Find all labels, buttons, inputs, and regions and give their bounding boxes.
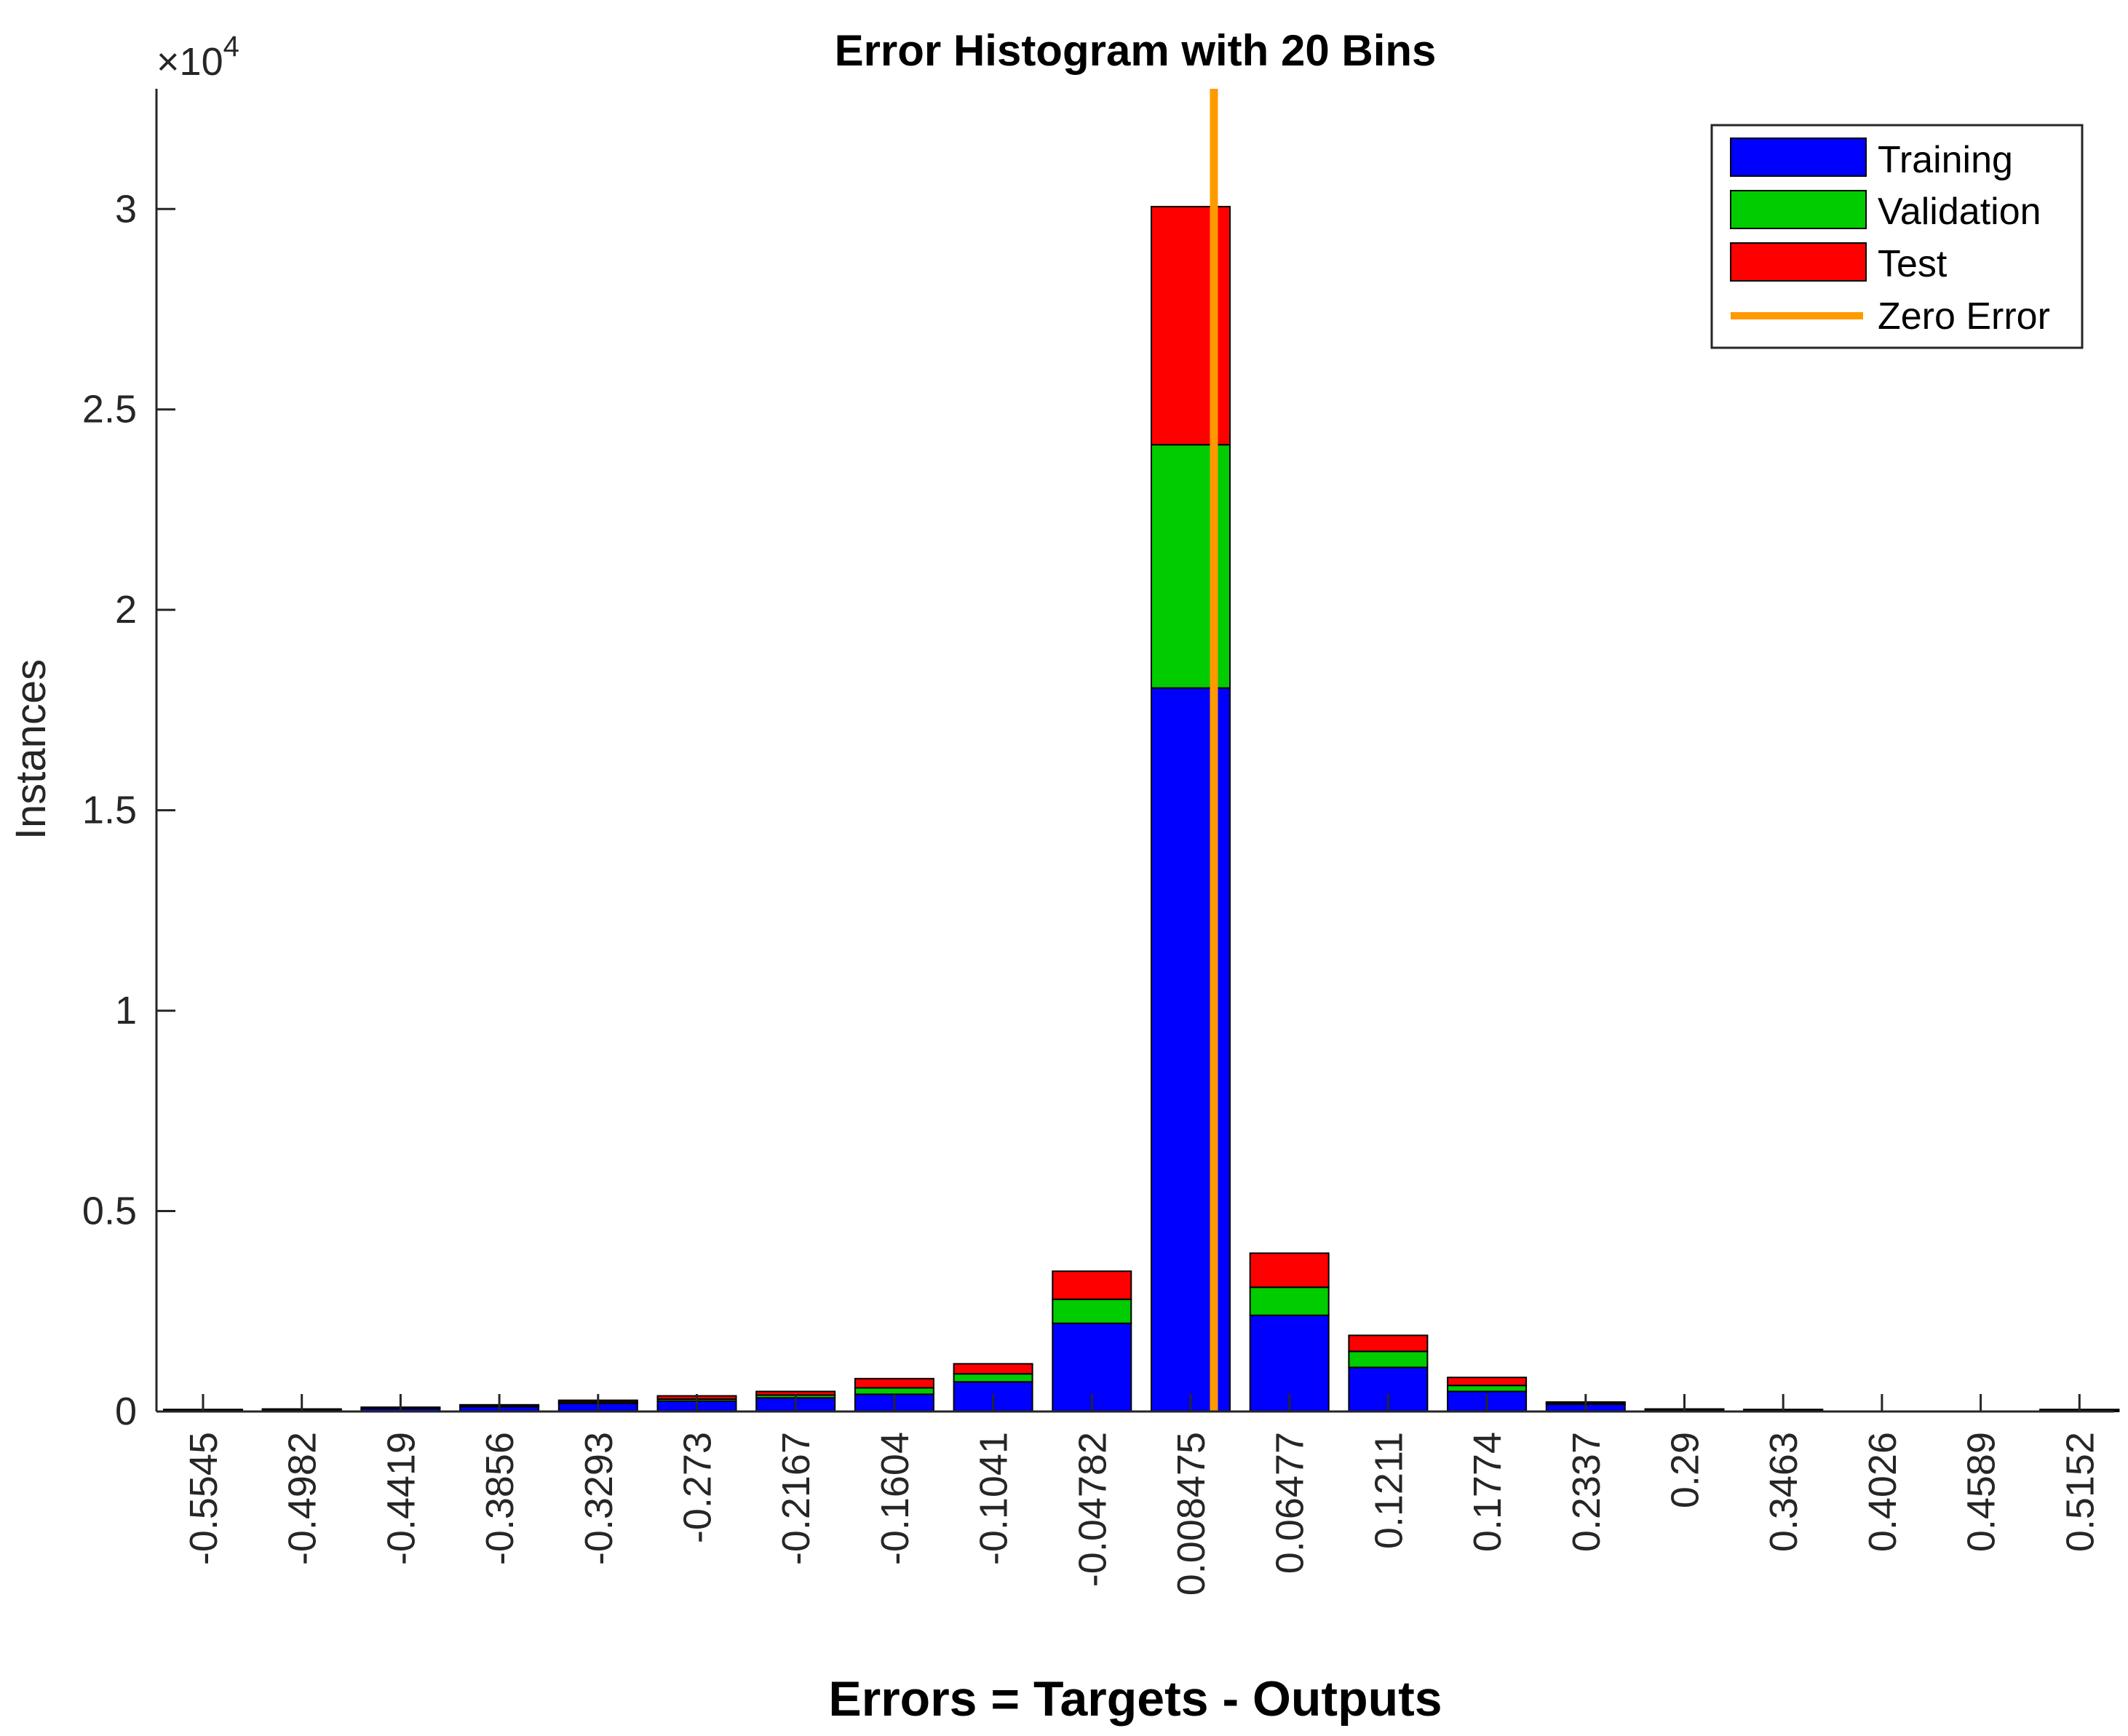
legend: Training Validation Test Zero Error <box>1710 124 2084 349</box>
x-tick-label-19: 0.5152 <box>2058 1432 2102 1552</box>
y-tick-label-3: 1.5 <box>82 789 137 832</box>
x-axis-ticks: -0.5545 -0.4982 -0.4419 -0.3856 -0.3293 -0.27… <box>182 1394 2102 1596</box>
x-tick-label-2: -0.4419 <box>379 1432 423 1565</box>
x-tick-label-8: -0.1041 <box>972 1432 1016 1565</box>
x-tick-label-10: 0.008475 <box>1170 1432 1213 1596</box>
x-tick-label-3: -0.3856 <box>478 1432 522 1565</box>
x-tick-label-17: 0.4026 <box>1861 1432 1905 1552</box>
bar-test-7 <box>854 1377 934 1389</box>
y-tick-label-0: 0 <box>115 1390 137 1433</box>
legend-label-validation: Validation <box>1878 191 2041 233</box>
legend-label-zero-error: Zero Error <box>1878 295 2050 338</box>
bar-training-10 <box>1151 687 1231 1412</box>
y-exponent-power: 4 <box>223 31 239 63</box>
x-tick-label-16: 0.3463 <box>1762 1432 1806 1552</box>
x-tick-label-0: -0.5545 <box>182 1432 226 1565</box>
bar-validation-7 <box>854 1387 934 1395</box>
bar-test-12 <box>1348 1334 1429 1353</box>
y-tick-label-4: 2 <box>115 588 137 632</box>
bar-validation-11 <box>1249 1286 1330 1316</box>
bar-test-11 <box>1249 1252 1330 1289</box>
axes <box>155 89 2114 1413</box>
x-tick-label-12: 0.1211 <box>1367 1432 1410 1549</box>
y-axis-ticks: 0 0.5 1 1.5 2 2.5 3 <box>82 187 175 1433</box>
x-tick-label-9: -0.04782 <box>1071 1432 1114 1587</box>
legend-label-test: Test <box>1878 243 1948 285</box>
legend-label-training: Training <box>1878 139 2013 181</box>
x-tick-label-14: 0.2337 <box>1565 1432 1608 1552</box>
x-tick-label-11: 0.06477 <box>1269 1432 1312 1574</box>
y-tick-label-5: 2.5 <box>82 388 137 431</box>
bar-test-13 <box>1447 1377 1528 1387</box>
x-tick-label-5: -0.273 <box>676 1432 720 1543</box>
bar-test-9 <box>1052 1270 1132 1300</box>
y-exponent-label: ×104 <box>156 31 239 84</box>
x-tick-label-6: -0.2167 <box>774 1432 818 1565</box>
bar-validation-8 <box>953 1373 1033 1383</box>
legend-swatch-validation <box>1730 190 1867 229</box>
x-tick-label-15: 0.29 <box>1664 1432 1707 1508</box>
x-tick-label-4: -0.3293 <box>577 1432 621 1565</box>
x-tick-label-13: 0.1774 <box>1466 1432 1509 1552</box>
bar-validation-9 <box>1052 1298 1132 1324</box>
bar-validation-12 <box>1348 1350 1429 1369</box>
bar-test-10 <box>1151 205 1231 446</box>
x-axis-label: Errors = Targets - Outputs <box>828 1671 1442 1727</box>
bar-test-8 <box>953 1363 1033 1375</box>
y-axis-label: Instances <box>7 659 55 840</box>
legend-swatch-training <box>1730 138 1867 177</box>
x-tick-label-1: -0.4982 <box>281 1432 325 1565</box>
legend-swatch-test <box>1730 242 1867 282</box>
x-tick-label-18: 0.4589 <box>1960 1432 2004 1552</box>
y-tick-label-2: 1 <box>115 989 137 1032</box>
x-tick-label-7: -0.1604 <box>873 1432 917 1565</box>
bar-validation-13 <box>1447 1385 1528 1393</box>
chart-title: Error Histogram with 20 Bins <box>835 26 1437 75</box>
bar-validation-10 <box>1151 444 1231 689</box>
y-tick-label-6: 3 <box>115 187 137 231</box>
y-tick-label-1: 0.5 <box>82 1190 137 1233</box>
y-exponent-base: ×10 <box>156 40 223 84</box>
